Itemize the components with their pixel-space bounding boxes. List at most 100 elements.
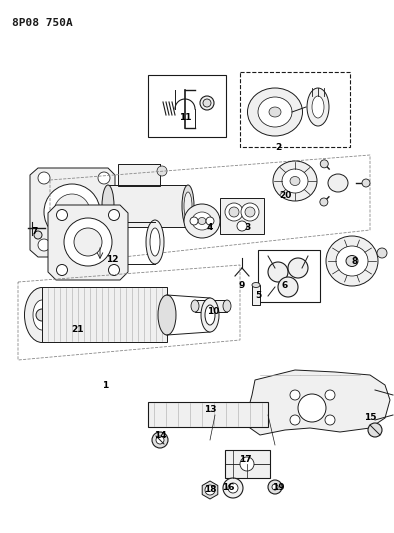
Circle shape [229, 207, 239, 217]
Circle shape [290, 390, 300, 400]
Polygon shape [30, 168, 115, 257]
Circle shape [190, 217, 198, 225]
Text: 15: 15 [364, 414, 376, 423]
Text: 20: 20 [279, 190, 291, 199]
Bar [148, 75, 226, 137]
Bar [195, 300, 227, 312]
Text: 16: 16 [222, 483, 234, 492]
Circle shape [368, 423, 382, 437]
Ellipse shape [328, 174, 348, 192]
Circle shape [290, 415, 300, 425]
Text: 21: 21 [72, 326, 84, 335]
Circle shape [36, 309, 48, 321]
Polygon shape [48, 205, 128, 280]
Circle shape [108, 264, 119, 276]
Ellipse shape [24, 287, 59, 343]
Circle shape [156, 436, 164, 444]
Bar [42, 287, 167, 342]
Text: 4: 4 [207, 223, 213, 232]
Ellipse shape [273, 161, 317, 201]
Text: 11: 11 [179, 114, 191, 123]
Text: 19: 19 [272, 483, 284, 492]
Text: 12: 12 [106, 255, 118, 264]
Circle shape [325, 390, 335, 400]
Text: 1: 1 [102, 381, 108, 390]
Ellipse shape [146, 220, 164, 264]
Circle shape [298, 394, 326, 422]
Ellipse shape [184, 192, 192, 220]
Text: 17: 17 [239, 456, 251, 464]
Circle shape [157, 166, 167, 176]
Circle shape [320, 160, 328, 168]
Circle shape [64, 218, 112, 266]
Text: 3: 3 [245, 223, 251, 232]
Circle shape [268, 262, 288, 282]
Ellipse shape [290, 176, 300, 185]
Circle shape [205, 485, 215, 495]
Circle shape [56, 209, 67, 221]
Circle shape [240, 457, 254, 471]
Polygon shape [248, 370, 390, 435]
Ellipse shape [182, 185, 194, 227]
Polygon shape [202, 481, 218, 499]
Circle shape [320, 198, 328, 206]
Circle shape [38, 172, 50, 184]
Ellipse shape [282, 169, 308, 193]
Ellipse shape [307, 88, 329, 126]
Circle shape [54, 194, 90, 230]
Bar [225, 450, 270, 478]
Circle shape [206, 217, 214, 225]
Circle shape [56, 264, 67, 276]
Circle shape [268, 480, 282, 494]
Text: 8P08 750A: 8P08 750A [12, 18, 73, 28]
Circle shape [362, 179, 370, 187]
Circle shape [74, 228, 102, 256]
Circle shape [225, 203, 243, 221]
Circle shape [98, 239, 110, 251]
Text: 2: 2 [275, 143, 281, 152]
Ellipse shape [269, 107, 281, 117]
Bar [220, 198, 264, 234]
Ellipse shape [252, 282, 260, 287]
Circle shape [272, 484, 278, 490]
Ellipse shape [258, 97, 292, 127]
Text: 7: 7 [32, 228, 38, 237]
Ellipse shape [150, 228, 160, 256]
Text: 13: 13 [204, 406, 216, 415]
Ellipse shape [192, 212, 212, 230]
Bar [118, 164, 160, 186]
Circle shape [278, 277, 298, 297]
Ellipse shape [336, 246, 368, 276]
Text: 8: 8 [352, 257, 358, 266]
Ellipse shape [223, 300, 231, 312]
Text: 14: 14 [154, 431, 166, 440]
Ellipse shape [198, 217, 206, 224]
Circle shape [325, 415, 335, 425]
Circle shape [108, 209, 119, 221]
Text: 9: 9 [239, 280, 245, 289]
Ellipse shape [247, 88, 303, 136]
Bar [258, 250, 320, 302]
Circle shape [200, 96, 214, 110]
Circle shape [288, 258, 308, 278]
Circle shape [203, 99, 211, 107]
Ellipse shape [102, 185, 114, 227]
Circle shape [245, 207, 255, 217]
Bar [240, 72, 350, 147]
Circle shape [377, 248, 387, 258]
Ellipse shape [184, 204, 220, 238]
Circle shape [237, 221, 247, 231]
Circle shape [38, 239, 50, 251]
Ellipse shape [158, 295, 176, 335]
Bar [108, 185, 188, 227]
Text: 10: 10 [207, 308, 219, 317]
Text: 6: 6 [282, 280, 288, 289]
Text: 5: 5 [255, 290, 261, 300]
Ellipse shape [326, 236, 378, 286]
Circle shape [34, 231, 42, 239]
Circle shape [152, 432, 168, 448]
Ellipse shape [205, 305, 215, 325]
Circle shape [223, 478, 243, 498]
Circle shape [241, 203, 259, 221]
Bar [252, 285, 260, 305]
